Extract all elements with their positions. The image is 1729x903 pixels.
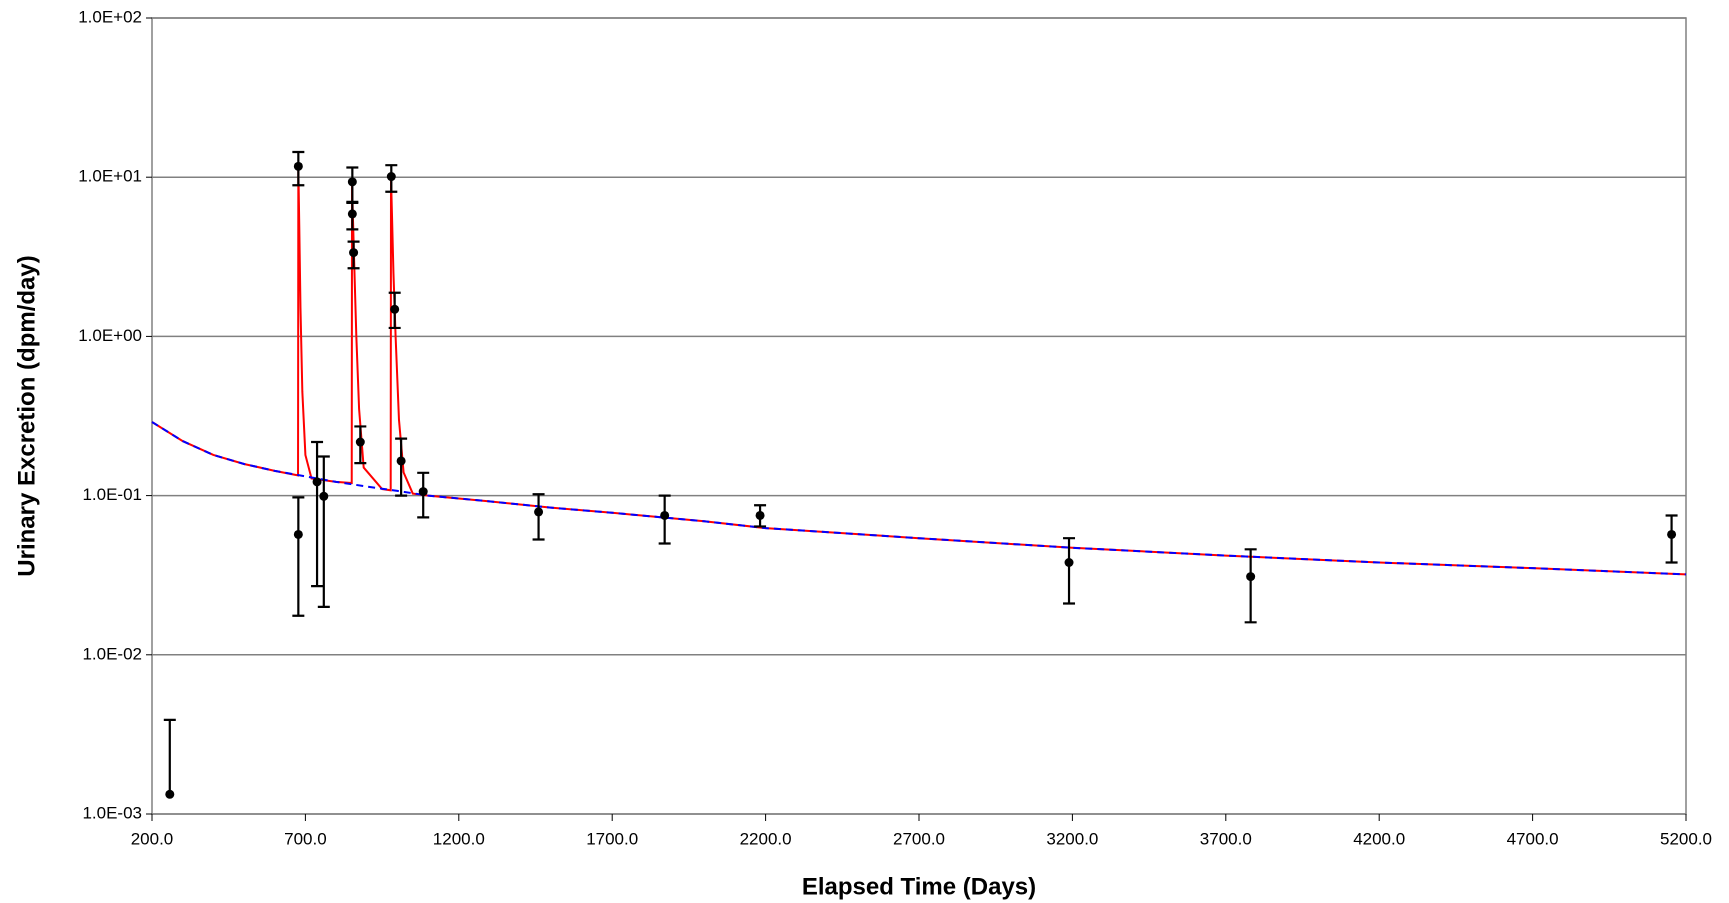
x-tick-label: 200.0 <box>131 829 174 848</box>
data-point <box>355 437 365 447</box>
y-tick-label: 1.0E-02 <box>82 644 142 663</box>
data-point <box>347 209 357 219</box>
data-point <box>755 510 765 520</box>
x-tick-label: 4200.0 <box>1353 829 1405 848</box>
plot-frame <box>151 17 1687 815</box>
dashed-line <box>151 421 1687 576</box>
data-point <box>386 172 396 182</box>
data-point <box>319 491 329 501</box>
data-point <box>1667 529 1677 539</box>
x-tick-label: 5200.0 <box>1660 829 1712 848</box>
x-tick-label: 1200.0 <box>433 829 485 848</box>
y-axis-title: Urinary Excretion (dpm/day) <box>13 255 40 576</box>
y-tick-label: 1.0E+01 <box>78 167 142 186</box>
x-tick-label: 2700.0 <box>893 829 945 848</box>
data-point <box>293 161 303 171</box>
y-tick-label: 1.0E+00 <box>78 326 142 345</box>
data-point <box>1064 557 1074 567</box>
data-point <box>293 529 303 539</box>
y-tick-label: 1.0E+02 <box>78 7 142 26</box>
data-point <box>347 177 357 187</box>
error-bar <box>317 455 330 608</box>
data-point <box>396 456 406 466</box>
y-tick-label: 1.0E-01 <box>82 485 142 504</box>
data-point <box>418 487 428 497</box>
x-tick-label: 3700.0 <box>1200 829 1252 848</box>
data-point <box>1246 572 1256 582</box>
error-bar <box>163 718 176 795</box>
error-bar <box>292 496 305 617</box>
data-point <box>312 477 322 487</box>
fit-line <box>151 167 1687 576</box>
x-tick-label: 2200.0 <box>740 829 792 848</box>
x-tick-label: 4700.0 <box>1507 829 1559 848</box>
x-tick-label: 1700.0 <box>586 829 638 848</box>
x-axis-title: Elapsed Time (Days) <box>802 873 1036 900</box>
error-bar <box>1665 514 1678 564</box>
error-bar <box>1063 537 1076 605</box>
x-tick-label: 3200.0 <box>1046 829 1098 848</box>
error-bar <box>395 437 408 497</box>
data-point <box>534 507 544 517</box>
data-point <box>349 248 359 258</box>
error-bar <box>1244 548 1257 624</box>
x-tick-label: 700.0 <box>284 829 327 848</box>
y-tick-label: 1.0E-03 <box>82 803 142 822</box>
data-point <box>165 789 175 799</box>
data-point <box>660 510 670 520</box>
error-bar <box>532 493 545 541</box>
data-point <box>390 304 400 314</box>
error-bar <box>311 440 324 588</box>
